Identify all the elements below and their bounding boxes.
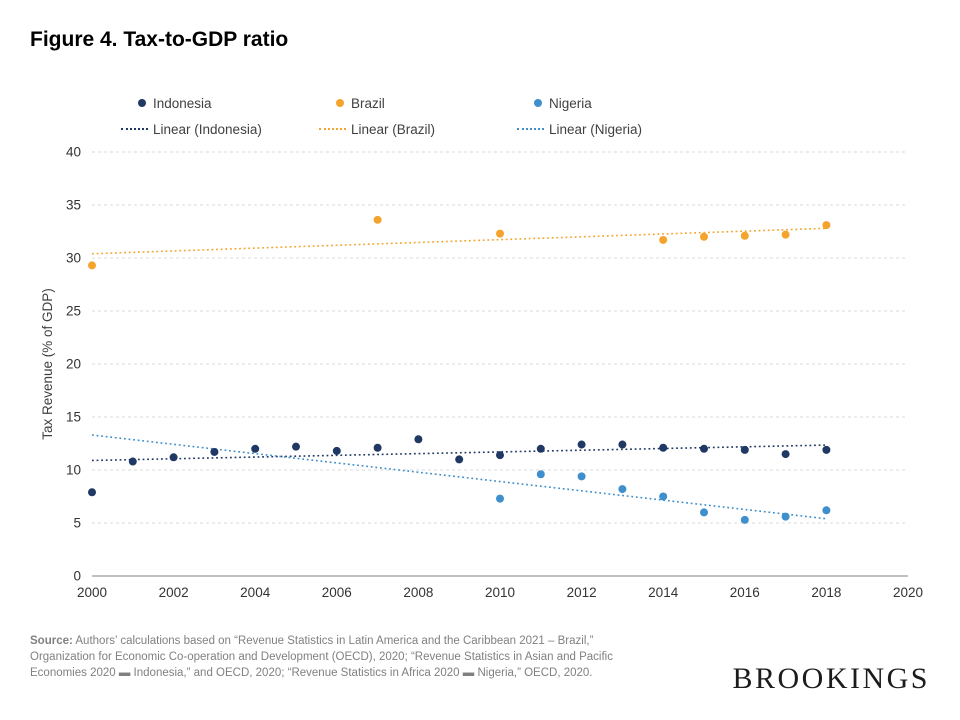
y-tick-label: 10 — [66, 463, 81, 478]
marker-box — [314, 128, 346, 130]
figure-title: Figure 4. Tax-to-GDP ratio — [30, 28, 289, 51]
legend-item-nigeria[interactable]: Nigeria — [512, 96, 710, 111]
data-point-indonesia[interactable] — [88, 488, 96, 497]
legend-label-nigeria: Nigeria — [549, 95, 592, 111]
data-point-nigeria[interactable] — [659, 492, 668, 501]
y-tick-label: 15 — [66, 410, 81, 425]
data-point-indonesia[interactable] — [128, 457, 137, 466]
linear-nigeria-line-icon — [517, 128, 544, 130]
legend-label-linear-nigeria: Linear (Nigeria) — [549, 121, 643, 137]
data-point-indonesia[interactable] — [373, 443, 382, 452]
legend-label-brazil: Brazil — [351, 95, 385, 111]
data-point-indonesia[interactable] — [414, 435, 423, 444]
x-tick-label: 2014 — [648, 585, 679, 600]
data-point-nigeria[interactable] — [781, 512, 790, 521]
data-point-nigeria[interactable] — [618, 485, 627, 494]
data-point-indonesia[interactable] — [536, 444, 545, 453]
data-point-brazil[interactable] — [373, 215, 382, 224]
x-tick-label: 2000 — [77, 585, 107, 600]
y-tick-label: 20 — [66, 357, 81, 372]
data-point-indonesia[interactable] — [210, 447, 219, 456]
y-axis-label: Tax Revenue (% of GDP) — [40, 288, 55, 440]
x-tick-label: 2016 — [730, 585, 760, 600]
marker-box — [314, 99, 346, 107]
data-point-nigeria[interactable] — [536, 470, 545, 479]
data-point-indonesia[interactable] — [455, 455, 464, 464]
data-point-nigeria[interactable] — [700, 508, 708, 517]
data-point-indonesia[interactable] — [169, 453, 178, 462]
chart-legend: Indonesia Brazil Nigeria Linear (Indones… — [116, 90, 816, 142]
data-point-brazil[interactable] — [88, 261, 96, 270]
legend-item-linear-nigeria[interactable]: Linear (Nigeria) — [512, 122, 710, 137]
data-point-nigeria[interactable] — [496, 494, 504, 503]
data-point-brazil[interactable] — [822, 221, 831, 230]
data-point-brazil[interactable] — [781, 230, 790, 239]
nigeria-dot-icon — [534, 99, 542, 107]
x-tick-label: 2012 — [567, 585, 597, 600]
y-tick-label: 30 — [66, 251, 81, 266]
data-point-brazil[interactable] — [740, 231, 749, 240]
trendline-linear-brazil — [91, 227, 827, 255]
brookings-logo: BROOKINGS — [732, 662, 930, 695]
data-point-nigeria[interactable] — [577, 472, 586, 481]
marker-box — [116, 128, 148, 130]
legend-item-linear-brazil[interactable]: Linear (Brazil) — [314, 122, 512, 137]
legend-item-linear-indonesia[interactable]: Linear (Indonesia) — [116, 122, 314, 137]
data-point-indonesia[interactable] — [700, 444, 708, 453]
data-point-brazil[interactable] — [496, 229, 504, 238]
x-tick-label: 2006 — [322, 585, 352, 600]
data-point-indonesia[interactable] — [577, 440, 586, 449]
legend-item-brazil[interactable]: Brazil — [314, 96, 512, 111]
legend-label-linear-brazil: Linear (Brazil) — [351, 121, 436, 137]
legend-row-linear: Linear (Indonesia) Linear (Brazil) Linea… — [116, 116, 816, 142]
data-point-indonesia[interactable] — [740, 445, 749, 454]
legend-row-series: Indonesia Brazil Nigeria — [116, 90, 816, 116]
x-tick-label: 2008 — [403, 585, 433, 600]
trendline-linear-nigeria — [91, 434, 827, 520]
source-note: Source: Authors’ calculations based on “… — [30, 634, 658, 682]
indonesia-dot-icon — [138, 99, 146, 107]
data-point-brazil[interactable] — [659, 235, 668, 244]
data-point-indonesia[interactable] — [496, 451, 504, 460]
linear-brazil-line-icon — [319, 128, 346, 130]
data-point-indonesia[interactable] — [251, 444, 260, 453]
data-point-indonesia[interactable] — [332, 446, 341, 455]
legend-item-indonesia[interactable]: Indonesia — [116, 96, 314, 111]
legend-label-indonesia: Indonesia — [153, 95, 212, 111]
y-tick-label: 35 — [66, 198, 81, 213]
scatter-plot: 0 5 10 15 20 25 30 35 40 2000 2002 2004 2006 2008 2010… — [40, 145, 923, 601]
data-point-indonesia[interactable] — [659, 443, 668, 452]
x-tick-label: 2002 — [159, 585, 189, 600]
marker-box — [116, 99, 148, 107]
data-point-nigeria[interactable] — [822, 506, 831, 515]
source-label: Source: — [30, 635, 73, 647]
legend-label-linear-indonesia: Linear (Indonesia) — [153, 121, 262, 137]
marker-box — [512, 99, 544, 107]
x-tick-label: 2010 — [485, 585, 515, 600]
chart-area: 0 5 10 15 20 25 30 35 40 2000 2002 2004 2006 2008 2010… — [0, 140, 960, 610]
linear-indonesia-line-icon — [121, 128, 148, 130]
marker-box — [512, 128, 544, 130]
y-tick-label: 40 — [66, 145, 81, 160]
y-tick-label: 5 — [73, 516, 81, 531]
y-tick-label: 0 — [73, 569, 81, 584]
y-tick-label: 25 — [66, 304, 81, 319]
x-tick-label: 2018 — [811, 585, 841, 600]
x-tick-label: 2004 — [240, 585, 271, 600]
data-point-indonesia[interactable] — [822, 445, 831, 454]
data-point-brazil[interactable] — [700, 232, 708, 241]
data-point-indonesia[interactable] — [781, 450, 790, 459]
x-tick-label: 2020 — [893, 585, 923, 600]
data-point-nigeria[interactable] — [740, 515, 749, 524]
source-text: Authors’ calculations based on “Revenue … — [30, 635, 613, 679]
brazil-dot-icon — [336, 99, 344, 107]
data-point-indonesia[interactable] — [292, 442, 300, 451]
data-point-indonesia[interactable] — [618, 440, 627, 449]
